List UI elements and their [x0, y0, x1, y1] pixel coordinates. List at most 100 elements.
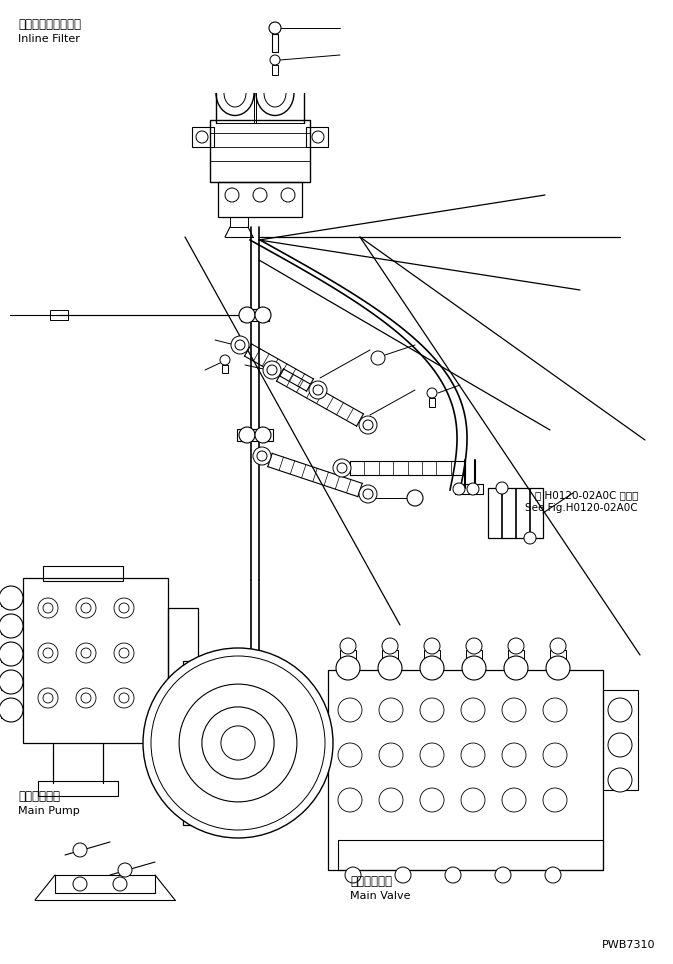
Circle shape — [524, 532, 536, 544]
Bar — [241, 309, 269, 321]
Circle shape — [546, 656, 570, 680]
Circle shape — [38, 598, 58, 618]
Bar — [222, 365, 228, 373]
Circle shape — [231, 336, 249, 354]
Circle shape — [461, 788, 485, 812]
Circle shape — [43, 648, 53, 658]
Circle shape — [313, 385, 323, 395]
Circle shape — [255, 307, 271, 323]
Bar — [1, 674, 15, 690]
Bar — [1, 618, 15, 634]
Circle shape — [76, 688, 96, 708]
Text: インラインフィルタ: インラインフィルタ — [18, 18, 81, 31]
Bar — [23, 578, 168, 743]
Bar — [218, 182, 302, 217]
Circle shape — [221, 726, 255, 760]
Circle shape — [420, 656, 444, 680]
Bar — [1, 590, 15, 606]
Circle shape — [114, 598, 134, 618]
Circle shape — [81, 648, 91, 658]
Text: PWB7310: PWB7310 — [602, 940, 655, 950]
Circle shape — [239, 427, 255, 443]
Circle shape — [359, 485, 377, 503]
Circle shape — [382, 638, 398, 654]
Circle shape — [379, 743, 403, 767]
Circle shape — [453, 483, 465, 495]
Circle shape — [345, 867, 361, 883]
Bar — [55, 875, 155, 893]
Circle shape — [495, 867, 511, 883]
Circle shape — [545, 867, 561, 883]
Circle shape — [143, 648, 333, 838]
Circle shape — [378, 656, 402, 680]
Circle shape — [359, 416, 377, 434]
Bar — [272, 34, 278, 52]
Circle shape — [0, 698, 23, 722]
Circle shape — [196, 131, 208, 143]
Circle shape — [338, 788, 362, 812]
Circle shape — [73, 843, 87, 857]
Circle shape — [502, 788, 526, 812]
Circle shape — [502, 743, 526, 767]
Circle shape — [119, 603, 129, 613]
Circle shape — [496, 482, 508, 494]
Bar — [50, 310, 68, 320]
Circle shape — [427, 388, 437, 398]
Circle shape — [235, 340, 245, 350]
Circle shape — [73, 877, 87, 891]
Circle shape — [81, 603, 91, 613]
Bar — [382, 650, 398, 672]
Bar — [38, 781, 118, 796]
Circle shape — [467, 483, 479, 495]
Circle shape — [340, 638, 356, 654]
Circle shape — [543, 788, 567, 812]
Bar — [429, 398, 435, 407]
Bar — [168, 608, 198, 708]
Bar — [508, 650, 524, 672]
Circle shape — [608, 698, 632, 722]
Bar — [192, 127, 214, 147]
Bar — [1, 702, 15, 718]
Circle shape — [543, 743, 567, 767]
Circle shape — [0, 586, 23, 610]
Circle shape — [257, 451, 267, 461]
Bar — [306, 127, 328, 147]
Circle shape — [461, 698, 485, 722]
Circle shape — [179, 684, 297, 802]
Circle shape — [508, 638, 524, 654]
Circle shape — [43, 603, 53, 613]
Circle shape — [267, 365, 277, 375]
Circle shape — [336, 656, 360, 680]
Circle shape — [363, 489, 373, 499]
Circle shape — [253, 188, 267, 202]
Text: メインバルブ: メインバルブ — [350, 875, 392, 888]
Text: 第 H0120-02A0C 図参照: 第 H0120-02A0C 図参照 — [534, 490, 638, 500]
Bar — [550, 650, 566, 672]
Circle shape — [220, 355, 230, 365]
Bar — [466, 650, 482, 672]
Bar — [338, 840, 603, 870]
Circle shape — [113, 877, 127, 891]
Circle shape — [608, 768, 632, 792]
Bar — [1, 646, 15, 662]
Circle shape — [76, 598, 96, 618]
Bar — [182, 661, 190, 824]
Circle shape — [407, 490, 423, 506]
Circle shape — [76, 643, 96, 663]
Circle shape — [395, 867, 411, 883]
Circle shape — [43, 693, 53, 703]
Bar — [455, 484, 483, 494]
Circle shape — [608, 733, 632, 757]
Circle shape — [309, 381, 327, 399]
Circle shape — [119, 693, 129, 703]
Bar — [424, 650, 440, 672]
Circle shape — [371, 351, 385, 365]
Circle shape — [363, 420, 373, 430]
Circle shape — [81, 693, 91, 703]
Bar — [603, 690, 638, 790]
Bar — [210, 120, 310, 182]
Circle shape — [338, 743, 362, 767]
Circle shape — [118, 863, 132, 877]
Circle shape — [466, 638, 482, 654]
Circle shape — [239, 307, 255, 323]
